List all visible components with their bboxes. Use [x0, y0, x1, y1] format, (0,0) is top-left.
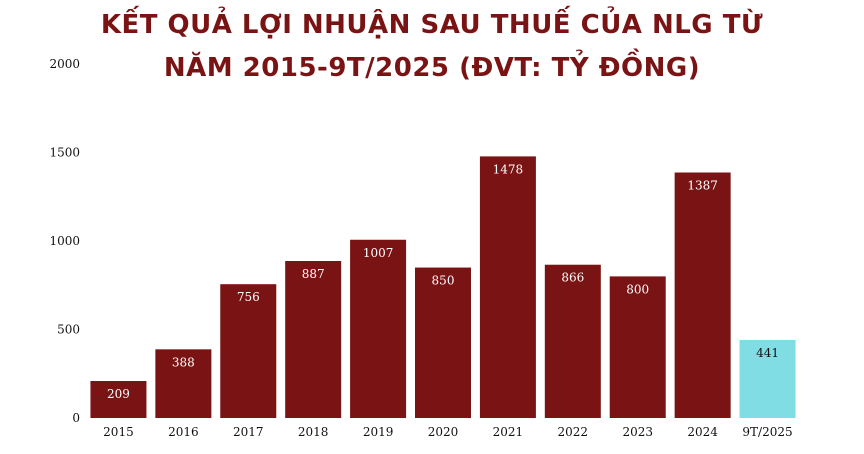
bar-2017: [220, 284, 277, 418]
data-label: 388: [172, 355, 195, 369]
data-label: 800: [626, 282, 649, 296]
data-label: 209: [107, 387, 130, 401]
y-tick-label: 500: [57, 323, 80, 337]
y-tick-label: 1000: [49, 234, 80, 248]
data-label: 850: [432, 274, 455, 288]
x-tick-label: 2019: [363, 425, 394, 439]
y-tick-label: 1500: [49, 146, 80, 160]
chart-title-line-1: KẾT QUẢ LỢI NHUẬN SAU THUẾ CỦA NLG TỪ: [100, 10, 764, 40]
bar-2023: [609, 276, 666, 418]
x-tick-label: 9T/2025: [742, 425, 792, 439]
y-tick-label: 2000: [49, 57, 80, 71]
bar-2024: [674, 172, 731, 418]
data-label: 887: [302, 267, 325, 281]
bar-2016: [155, 349, 212, 418]
bar-2021: [479, 156, 536, 419]
x-tick-label: 2020: [428, 425, 459, 439]
bar-2020: [415, 267, 471, 418]
x-tick-label: 2015: [103, 425, 134, 439]
data-label: 756: [237, 290, 260, 304]
x-tick-label: 2024: [687, 425, 718, 439]
bar-2018: [285, 261, 342, 418]
bar-2022: [544, 264, 601, 418]
y-tick-label: 0: [72, 411, 80, 425]
data-label: 1007: [363, 246, 394, 260]
x-tick-label: 2018: [298, 425, 329, 439]
data-label: 866: [561, 271, 584, 285]
bar-9T-2025: [739, 339, 796, 418]
x-tick-label: 2016: [168, 425, 199, 439]
bar-2019: [350, 239, 407, 418]
x-tick-label: 2017: [233, 425, 264, 439]
x-tick-label: 2022: [558, 425, 589, 439]
data-label: 441: [756, 346, 779, 360]
x-tick-label: 2021: [493, 425, 524, 439]
data-label: 1387: [687, 179, 718, 193]
x-tick-label: 2023: [622, 425, 653, 439]
data-label: 1478: [493, 162, 524, 176]
chart-title-line-2: NĂM 2015-9T/2025 (ĐVT: TỶ ĐỒNG): [163, 53, 701, 83]
bar-2015: [90, 381, 147, 418]
